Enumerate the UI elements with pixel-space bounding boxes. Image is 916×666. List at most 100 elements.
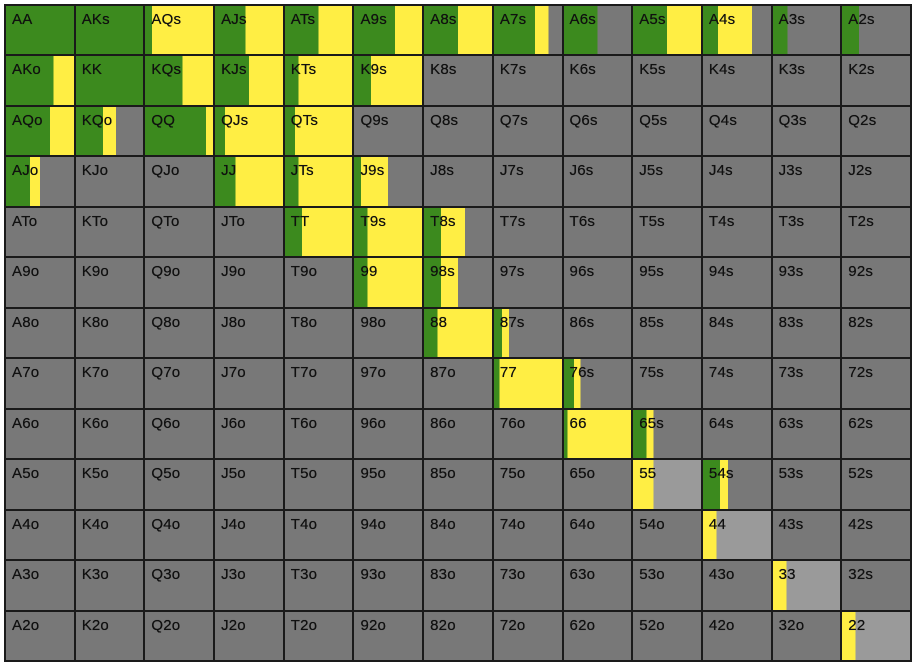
hand-label: K5s: [639, 61, 666, 79]
hand-frequency-bar: [145, 460, 214, 509]
hand-frequency-bar: [842, 56, 910, 105]
hand-frequency-bar: [493, 56, 562, 105]
hand-label: Q2o: [151, 616, 181, 634]
hand-frequency-bar: [772, 611, 841, 660]
hand-label: 63o: [569, 566, 596, 584]
hand-cell: 33: [772, 561, 841, 610]
hand-label: K2o: [81, 616, 109, 634]
hand-frequency-bar: [563, 106, 632, 156]
hand-label: A6o: [12, 414, 40, 432]
hand-cell: 75s: [633, 359, 701, 408]
hand-cell: 84o: [424, 510, 492, 560]
hand-label: 87s: [499, 313, 525, 331]
hand-cell: T6o: [284, 409, 353, 459]
hand-cell: J7o: [215, 359, 283, 408]
hand-cell: 88: [424, 308, 492, 358]
hand-frequency-bar: [424, 510, 492, 560]
hand-label: QTs: [290, 111, 319, 129]
hand-label: 83s: [778, 313, 804, 331]
hand-frequency-bar: [75, 157, 144, 206]
hand-label: T9s: [360, 212, 387, 230]
hand-frequency-bar: [842, 106, 910, 156]
hand-cell: T9s: [354, 207, 423, 257]
hand-label: T4o: [290, 515, 318, 533]
hand-cell: 62o: [563, 611, 632, 660]
hand-frequency-bar: [424, 308, 492, 358]
hand-cell: AQs: [145, 6, 214, 55]
hand-frequency-bar: [702, 106, 771, 156]
hand-label: A9o: [12, 263, 40, 281]
hand-cell: 54o: [633, 510, 701, 560]
hand-label: T5s: [639, 212, 665, 230]
hand-label: KQo: [81, 111, 113, 129]
hand-frequency-bar: [563, 56, 632, 105]
hand-label: T4s: [708, 212, 735, 230]
hand-cell: 54s: [702, 460, 771, 509]
hand-label: J3s: [778, 162, 803, 180]
hand-cell: J4s: [702, 157, 771, 206]
hand-frequency-bar: [493, 359, 562, 408]
hand-cell: 97o: [354, 359, 423, 408]
hand-cell: 65o: [563, 460, 632, 509]
hand-label: A7o: [12, 364, 40, 382]
hand-label: J3o: [221, 566, 246, 584]
hand-label: 72s: [848, 364, 874, 382]
hand-cell: 43o: [702, 561, 771, 610]
hand-label: 54o: [639, 515, 665, 533]
hand-frequency-bar: [702, 510, 771, 560]
hand-frequency-bar: [145, 308, 214, 358]
hand-cell: K4s: [702, 56, 771, 105]
hand-label: 92s: [848, 263, 874, 281]
hand-frequency-bar: [702, 56, 771, 105]
hand-frequency-bar: [493, 308, 562, 358]
hand-cell: 85s: [633, 308, 701, 358]
hand-frequency-bar: [563, 409, 632, 459]
hand-cell: 77: [493, 359, 562, 408]
hand-cell: 73o: [493, 561, 562, 610]
hand-label: T8o: [290, 313, 318, 331]
hand-cell: 92s: [842, 258, 910, 307]
hand-label: AJs: [221, 11, 247, 28]
hand-label: KTs: [290, 61, 317, 79]
hand-cell: 65s: [633, 409, 701, 459]
hand-cell: 96s: [563, 258, 632, 307]
hand-cell: J8s: [424, 157, 492, 206]
hand-frequency-bar: [354, 258, 423, 307]
hand-cell: AA: [6, 6, 74, 55]
hand-label: 76s: [569, 364, 595, 382]
hand-cell: 82o: [424, 611, 492, 660]
hand-cell: T7o: [284, 359, 353, 408]
hand-label: 97o: [360, 364, 387, 382]
hand-cell: 52s: [842, 460, 910, 509]
hand-cell: K8s: [424, 56, 492, 105]
hand-frequency-bar: [215, 157, 283, 206]
hand-label: QJo: [151, 162, 180, 180]
hand-label: 77: [499, 364, 517, 382]
hand-frequency-bar: [493, 157, 562, 206]
hand-label: 53o: [639, 566, 665, 584]
hand-label: 86o: [430, 414, 456, 432]
hand-cell: T3o: [284, 561, 353, 610]
hand-frequency-bar: [633, 460, 701, 509]
hand-cell: 44: [702, 510, 771, 560]
hand-label: K8s: [430, 61, 457, 79]
hand-label: K5o: [81, 465, 109, 483]
hand-cell: K5o: [75, 460, 144, 509]
hand-frequency-bar: [772, 6, 841, 55]
hand-frequency-bar: [633, 409, 701, 459]
hand-label: K4s: [708, 61, 736, 79]
hand-cell: A8o: [6, 308, 74, 358]
hand-frequency-bar: [493, 611, 562, 660]
hand-label: ATo: [12, 212, 38, 230]
hand-cell: 96o: [354, 409, 423, 459]
hand-label: QTo: [151, 212, 180, 230]
hand-frequency-bar: [424, 106, 492, 156]
hand-label: K3s: [778, 61, 806, 79]
hand-label: Q2s: [848, 111, 877, 129]
hand-frequency-bar: [354, 510, 423, 560]
hand-frequency-bar: [424, 460, 492, 509]
hand-frequency-bar: [215, 611, 283, 660]
hand-cell: 83o: [424, 561, 492, 610]
hand-frequency-bar: [702, 409, 771, 459]
hand-cell: 97s: [493, 258, 562, 307]
